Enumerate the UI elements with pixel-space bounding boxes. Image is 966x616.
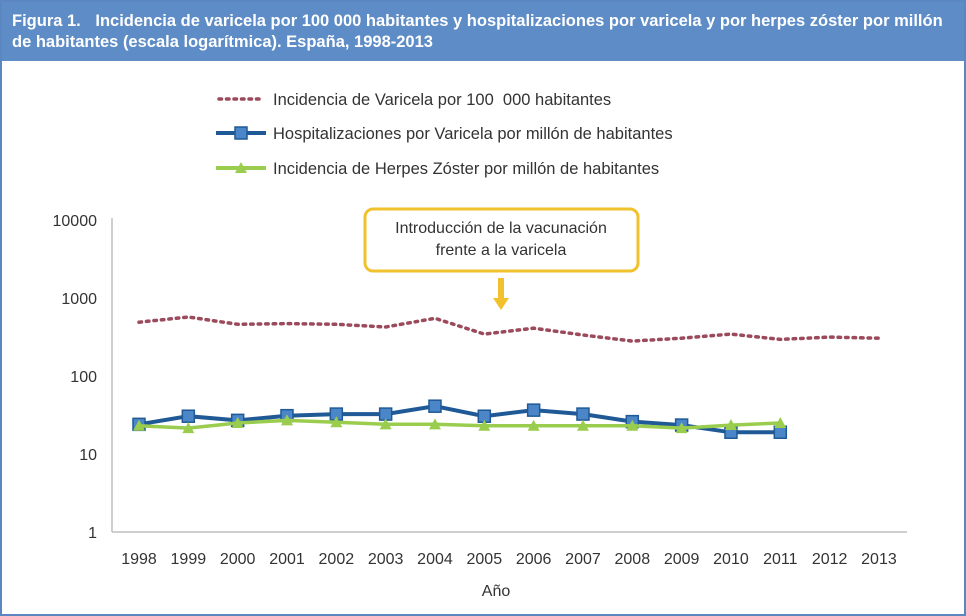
data-point <box>626 419 639 431</box>
data-point <box>133 419 145 431</box>
series-line <box>138 404 781 435</box>
x-tick-label: 2005 <box>467 551 503 568</box>
x-tick-label: 2001 <box>269 551 305 568</box>
y-tick-label: 1 <box>88 525 97 542</box>
x-tick-label: 1998 <box>121 551 157 568</box>
x-tick-label: 2007 <box>565 551 601 568</box>
x-tick-label: 2012 <box>812 551 848 568</box>
x-tick-label: 2010 <box>713 551 749 568</box>
series-0 <box>137 315 881 343</box>
data-point <box>231 416 244 428</box>
figure-header: Figura 1. Incidencia de varicela por 100… <box>2 2 964 61</box>
y-tick-label: 100 <box>70 369 97 386</box>
y-tick-label: 10 <box>79 447 97 464</box>
legend-label: Hospitalizaciones por Varicela por milló… <box>273 125 673 143</box>
data-point <box>428 418 441 430</box>
legend-marker <box>235 162 247 173</box>
y-tick-label: 10000 <box>53 213 98 230</box>
data-point <box>526 403 541 417</box>
y-tick-label: 1000 <box>61 291 97 308</box>
legend-marker <box>234 126 248 140</box>
data-point <box>330 416 343 428</box>
data-point <box>774 416 787 428</box>
x-tick-label: 2006 <box>516 551 552 568</box>
x-axis-label: Año <box>482 583 511 600</box>
legend-item: Incidencia de Varicela por 100 000 habit… <box>217 91 611 109</box>
data-point <box>280 414 293 426</box>
data-point <box>378 407 393 421</box>
figure-title: Incidencia de varicela por 100 000 habit… <box>12 12 943 51</box>
data-point <box>182 422 195 434</box>
data-point <box>527 419 540 431</box>
figure-label: Figura 1. <box>12 12 81 30</box>
x-tick-label: 2011 <box>763 551 798 568</box>
x-tick-label: 2003 <box>368 551 404 568</box>
annotation-box <box>363 207 640 273</box>
series-1 <box>132 399 788 440</box>
legend: Incidencia de Varicela por 100 000 habit… <box>216 91 673 178</box>
legend-label: Incidencia de Herpes Zóster por millón d… <box>273 160 659 178</box>
data-point <box>576 419 589 431</box>
data-point <box>181 409 196 423</box>
series-line <box>138 418 781 430</box>
x-tick-label: 2004 <box>417 551 453 568</box>
series-2 <box>133 414 787 434</box>
annotation: Introducción de la vacunación frente a l… <box>363 207 640 310</box>
series-line <box>137 315 881 343</box>
data-point <box>379 418 392 430</box>
legend-item: Hospitalizaciones por Varicela por milló… <box>216 125 673 143</box>
annotation-arrow-head <box>493 298 509 310</box>
x-tick-label: 2002 <box>319 551 355 568</box>
annotation-line2: frente a la varicela <box>436 242 567 259</box>
data-point <box>724 419 737 431</box>
data-point <box>576 407 590 421</box>
annotation-arrow-shaft <box>498 278 504 300</box>
data-point <box>478 419 491 431</box>
legend-item: Incidencia de Herpes Zóster por millón d… <box>216 160 659 178</box>
x-tick-label: 2000 <box>220 551 256 568</box>
x-tick-label: 2009 <box>664 551 700 568</box>
legend-label: Incidencia de Varicela por 100 000 habit… <box>273 91 611 109</box>
data-point <box>675 422 688 434</box>
data-point <box>773 425 788 440</box>
x-tick-label: 2008 <box>615 551 651 568</box>
data-point <box>428 399 442 413</box>
x-tick-label: 2013 <box>861 551 897 568</box>
annotation-line1: Introducción de la vacunación <box>395 220 607 237</box>
x-tick-label: 1999 <box>171 551 207 568</box>
